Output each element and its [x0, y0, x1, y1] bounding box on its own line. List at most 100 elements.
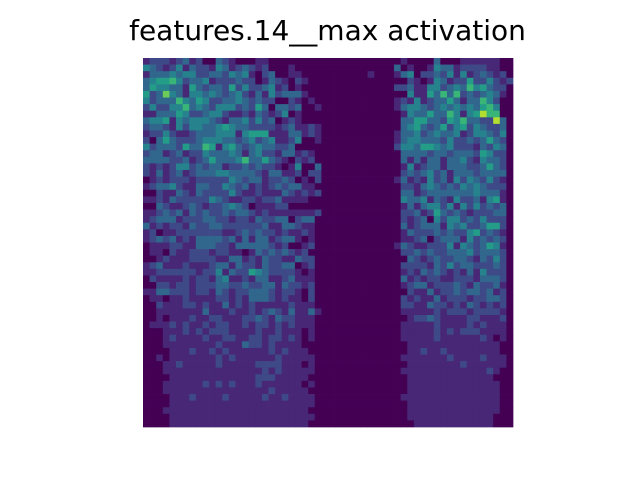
- heatmap-cell: [440, 130, 448, 138]
- heatmap-cell: [189, 413, 197, 421]
- heatmap-cell: [486, 202, 494, 210]
- heatmap-cell: [453, 308, 461, 316]
- heatmap-cell: [235, 314, 243, 322]
- heatmap-cell: [215, 328, 223, 336]
- heatmap-cell: [407, 183, 415, 191]
- heatmap-cell: [321, 367, 329, 375]
- heatmap-cell: [162, 64, 170, 72]
- heatmap-cell: [202, 242, 210, 250]
- heatmap-cell: [486, 130, 494, 138]
- heatmap-cell: [261, 183, 269, 191]
- heatmap-cell: [195, 143, 203, 151]
- heatmap-cell: [156, 143, 164, 151]
- heatmap-cell: [288, 268, 296, 276]
- heatmap-cell: [367, 268, 375, 276]
- heatmap-cell: [440, 268, 448, 276]
- heatmap-cell: [301, 420, 309, 428]
- heatmap-cell: [334, 202, 342, 210]
- heatmap-cell: [162, 374, 170, 382]
- heatmap-cell: [281, 110, 289, 118]
- heatmap-cell: [281, 170, 289, 177]
- heatmap-cell: [195, 216, 203, 224]
- heatmap-cell: [275, 117, 283, 125]
- heatmap-cell: [354, 295, 362, 303]
- heatmap-cell: [427, 367, 435, 375]
- heatmap-cell: [242, 341, 250, 349]
- heatmap-cell: [301, 229, 309, 237]
- heatmap-cell: [288, 301, 296, 309]
- heatmap-cell: [242, 400, 250, 408]
- heatmap-cell: [341, 202, 349, 210]
- heatmap-cell: [387, 189, 395, 197]
- heatmap-cell: [228, 84, 236, 92]
- heatmap-cell: [361, 288, 368, 296]
- heatmap-cell: [261, 229, 269, 237]
- heatmap-cell: [156, 354, 164, 362]
- heatmap-cell: [367, 84, 375, 92]
- heatmap-cell: [156, 413, 164, 421]
- heatmap-cell: [460, 308, 468, 316]
- heatmap-cell: [248, 413, 256, 421]
- heatmap-cell: [446, 394, 454, 401]
- heatmap-cell: [235, 104, 243, 112]
- heatmap-cell: [228, 130, 236, 138]
- heatmap-cell: [195, 183, 203, 191]
- heatmap-cell: [361, 308, 368, 316]
- heatmap-cell: [248, 400, 256, 408]
- heatmap-cell: [195, 77, 203, 85]
- heatmap-cell: [255, 104, 263, 112]
- heatmap-cell: [176, 407, 183, 415]
- heatmap-cell: [255, 361, 263, 369]
- heatmap-cell: [209, 334, 217, 342]
- heatmap-cell: [387, 110, 395, 118]
- heatmap-cell: [162, 308, 170, 316]
- heatmap-cell: [228, 110, 236, 118]
- heatmap-cell: [261, 150, 269, 158]
- heatmap-cell: [182, 209, 190, 217]
- heatmap-cell: [479, 341, 487, 349]
- heatmap-cell: [189, 216, 197, 224]
- heatmap-cell: [473, 420, 481, 428]
- heatmap-cell: [261, 361, 269, 369]
- heatmap-cell: [367, 347, 375, 355]
- heatmap-cell: [314, 262, 322, 270]
- heatmap-cell: [288, 137, 296, 145]
- heatmap-cell: [499, 268, 507, 276]
- heatmap-cell: [413, 123, 421, 131]
- heatmap-cell: [427, 130, 435, 138]
- heatmap-cell: [242, 301, 250, 309]
- heatmap-cell: [215, 156, 223, 164]
- heatmap-cell: [189, 222, 197, 230]
- heatmap-cell: [466, 117, 474, 125]
- heatmap-cell: [347, 420, 355, 428]
- heatmap-cell: [466, 420, 474, 428]
- heatmap-cell: [479, 394, 487, 401]
- heatmap-cell: [473, 347, 481, 355]
- heatmap-cell: [479, 282, 487, 289]
- heatmap-cell: [321, 295, 329, 303]
- heatmap-cell: [308, 249, 316, 257]
- heatmap-cell: [143, 163, 150, 171]
- heatmap-cell: [228, 374, 236, 382]
- heatmap-cell: [281, 354, 289, 362]
- heatmap-cell: [189, 308, 197, 316]
- heatmap-cell: [446, 420, 454, 428]
- heatmap-cell: [222, 209, 230, 217]
- heatmap-cell: [301, 314, 309, 322]
- heatmap-cell: [473, 328, 481, 336]
- heatmap-cell: [202, 387, 210, 395]
- heatmap-cell: [308, 209, 316, 217]
- heatmap-cell: [394, 202, 402, 210]
- heatmap-cell: [308, 229, 316, 237]
- heatmap-cell: [222, 249, 230, 257]
- heatmap-cell: [308, 268, 316, 276]
- heatmap-cell: [255, 156, 263, 164]
- heatmap-cell: [400, 130, 408, 138]
- heatmap-cell: [380, 394, 388, 401]
- heatmap-cell: [506, 367, 514, 375]
- heatmap-cell: [222, 110, 230, 118]
- heatmap-cell: [156, 268, 164, 276]
- heatmap-cell: [433, 117, 441, 125]
- heatmap-cell: [328, 328, 335, 336]
